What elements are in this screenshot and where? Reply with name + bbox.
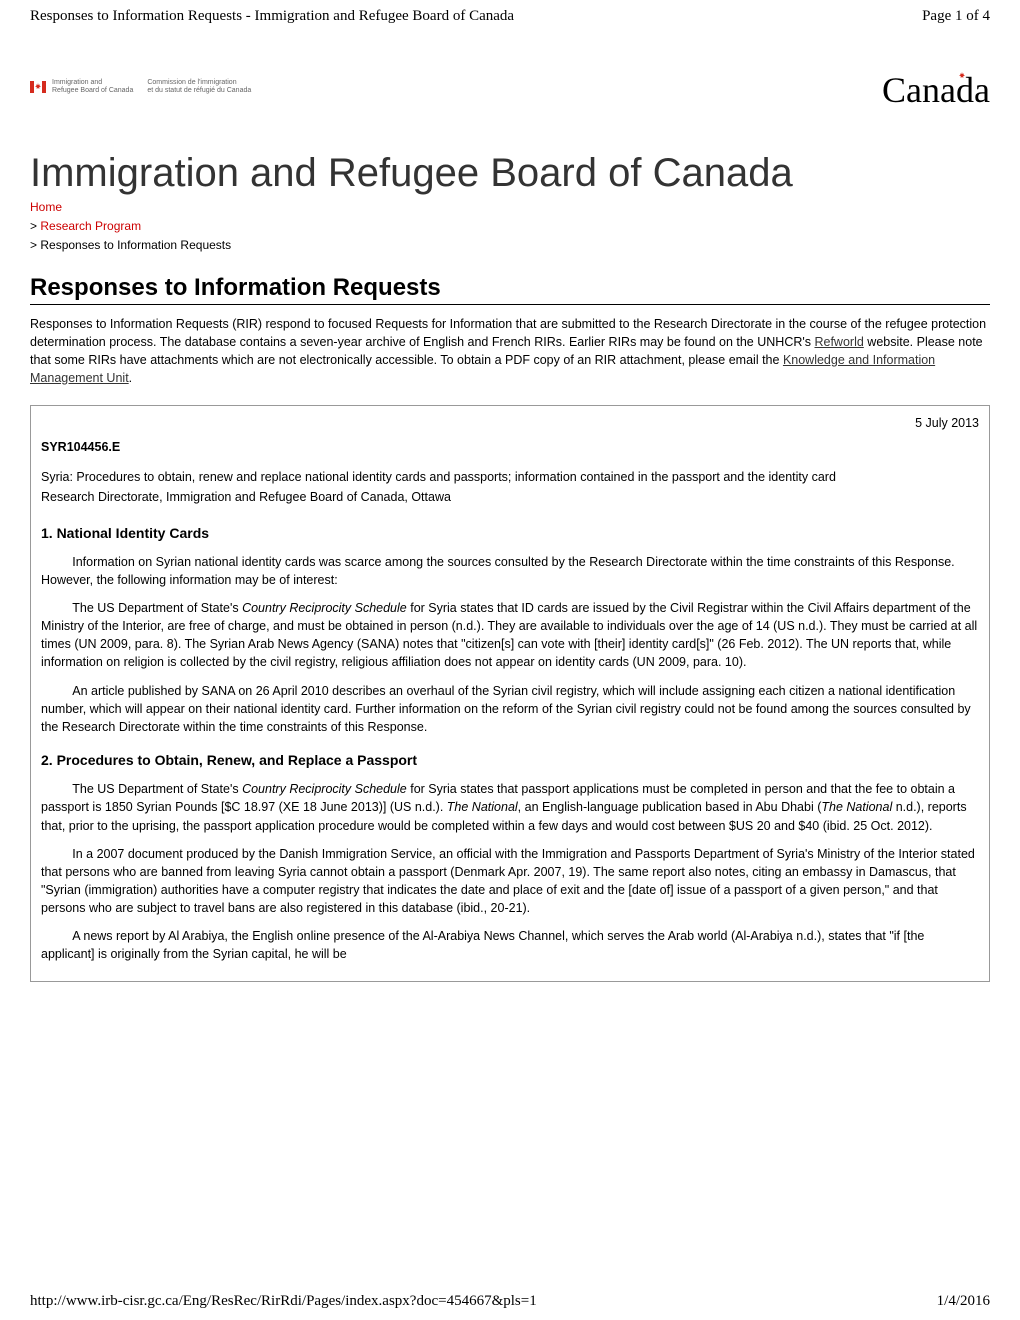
document-source: Research Directorate, Immigration and Re…	[41, 488, 979, 506]
canada-wordmark: Canada	[882, 29, 1020, 111]
subsection-heading: 2. Procedures to Obtain, Renew, and Repl…	[41, 750, 979, 770]
wordmark-text: Canada	[882, 70, 990, 110]
footer-url: http://www.irb-cisr.gc.ca/Eng/ResRec/Rir…	[30, 1293, 537, 1310]
signature-row: Immigration and Refugee Board of Canada …	[30, 79, 251, 94]
body-paragraph: The US Department of State's Country Rec…	[41, 780, 979, 834]
running-header: Responses to Information Requests - Immi…	[0, 0, 1020, 29]
dept-fr-line2: et du statut de réfugié du Canada	[147, 87, 251, 95]
section-heading: Responses to Information Requests	[30, 274, 990, 305]
body-paragraph: A news report by Al Arabiya, the English…	[41, 927, 979, 963]
body-paragraph: Information on Syrian national identity …	[41, 553, 979, 589]
refworld-link[interactable]: Refworld	[814, 335, 863, 349]
header-doc-title: Responses to Information Requests - Immi…	[30, 8, 514, 25]
dept-en-line1: Immigration and	[52, 79, 133, 87]
dept-name-en: Immigration and Refugee Board of Canada	[52, 79, 133, 94]
canada-flag-icon	[30, 81, 46, 93]
subsection-heading: 1. National Identity Cards	[41, 523, 979, 543]
breadcrumb-current: Responses to Information Requests	[40, 238, 231, 252]
main-content: Immigration and Refugee Board of Canada …	[0, 111, 1020, 1012]
document-id: SYR104456.E	[41, 438, 979, 456]
intro-paragraph: Responses to Information Requests (RIR) …	[30, 315, 990, 388]
document-description: Syria: Procedures to obtain, renew and r…	[41, 468, 979, 486]
document-sections: 1. National Identity Cards Information on…	[41, 523, 979, 964]
intro-text-3: .	[129, 371, 132, 385]
breadcrumb-research-link[interactable]: Research Program	[40, 219, 141, 233]
brand-header: Immigration and Refugee Board of Canada …	[0, 29, 1020, 111]
page-title: Immigration and Refugee Board of Canada	[30, 151, 990, 196]
document-date: 5 July 2013	[41, 414, 979, 432]
header-page-number: Page 1 of 4	[922, 8, 990, 25]
running-footer: http://www.irb-cisr.gc.ca/Eng/ResRec/Rir…	[0, 1273, 1020, 1320]
dept-name-fr: Commission de l'immigration et du statut…	[147, 79, 251, 94]
dept-en-line2: Refugee Board of Canada	[52, 87, 133, 95]
body-paragraph: In a 2007 document produced by the Danis…	[41, 845, 979, 918]
page-wrapper: Responses to Information Requests - Immi…	[0, 0, 1020, 1320]
footer-date: 1/4/2016	[937, 1293, 990, 1310]
document-box: 5 July 2013 SYR104456.E Syria: Procedure…	[30, 405, 990, 982]
govt-signature: Immigration and Refugee Board of Canada …	[0, 29, 251, 94]
breadcrumb: Home > Research Program > Responses to I…	[30, 198, 990, 256]
breadcrumb-sep: >	[30, 238, 37, 252]
dept-fr-line1: Commission de l'immigration	[147, 79, 251, 87]
body-paragraph: An article published by SANA on 26 April…	[41, 682, 979, 736]
wordmark-flag-icon	[956, 71, 968, 87]
body-paragraph: The US Department of State's Country Rec…	[41, 599, 979, 672]
breadcrumb-sep: >	[30, 219, 37, 233]
breadcrumb-home-link[interactable]: Home	[30, 200, 62, 214]
